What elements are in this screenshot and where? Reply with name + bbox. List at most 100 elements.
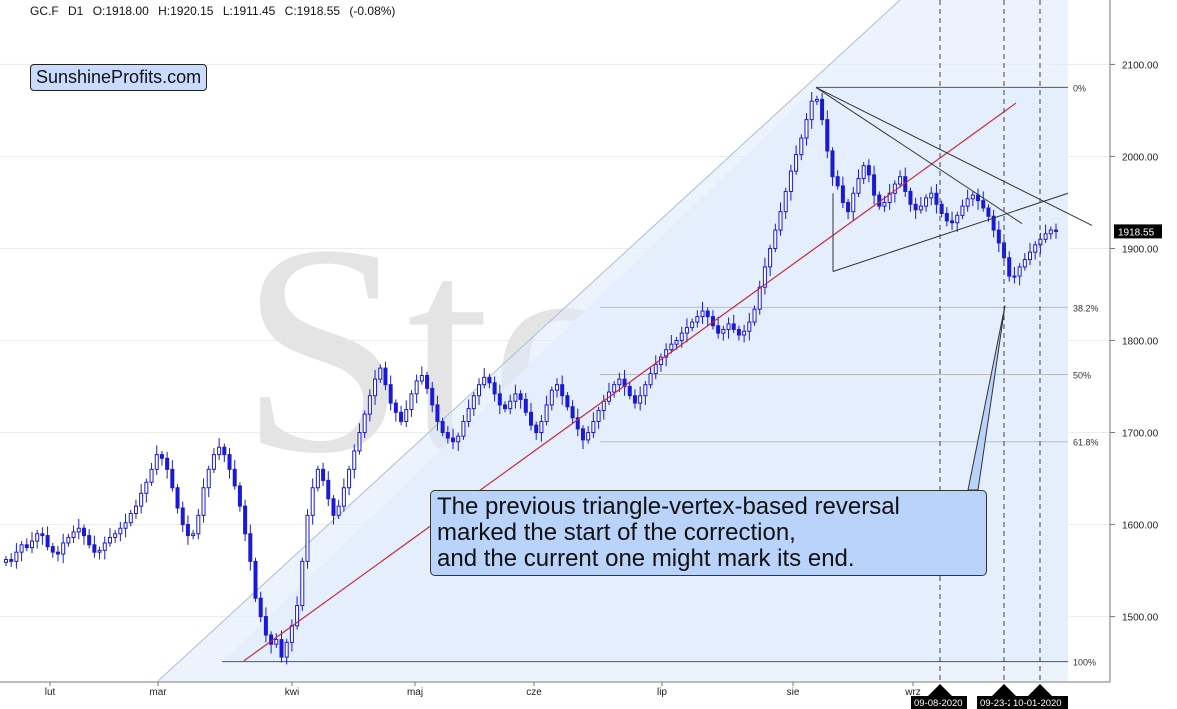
candle-body: [165, 457, 170, 470]
annotation-box: The previous triangle-vertex-based rever…: [430, 490, 987, 576]
candle-body: [591, 420, 596, 434]
candle-body: [357, 432, 362, 452]
fib-label: 100%: [1073, 658, 1096, 668]
candle-body: [66, 536, 71, 544]
candle-body: [123, 522, 128, 529]
candle-body: [19, 544, 24, 553]
candle-body: [503, 404, 508, 410]
candle-body: [950, 220, 955, 224]
candle-body: [887, 192, 892, 203]
candle-body: [196, 514, 201, 535]
date-marker-label: 09-23-2: [980, 698, 1013, 709]
candle-body: [778, 211, 783, 231]
candle-body: [1048, 229, 1053, 235]
candle-body: [4, 559, 8, 563]
candle-body: [866, 165, 871, 176]
candle-body: [92, 544, 97, 553]
candle-body: [981, 200, 986, 209]
candle-body: [497, 393, 502, 406]
candle-body: [846, 201, 851, 213]
candle-body: [762, 266, 767, 288]
candle-body: [191, 533, 196, 537]
candle-body: [487, 376, 492, 384]
candle-body: [586, 432, 591, 441]
candle-body: [284, 641, 289, 658]
candle-body: [898, 176, 903, 185]
date-marker-label: 10-01-2020: [1013, 698, 1062, 709]
candle-body: [154, 454, 159, 470]
x-tick-label: lut: [45, 687, 56, 698]
date-marker-box: [977, 696, 1010, 709]
candle-body: [133, 505, 138, 515]
candle-body: [939, 203, 944, 215]
candle-body: [227, 454, 232, 470]
candle-body: [783, 190, 788, 213]
candle-body: [9, 559, 14, 562]
candle-body: [544, 404, 549, 422]
high-value: H:1920.15: [158, 4, 214, 18]
candle-body: [1028, 251, 1033, 261]
candle-body: [700, 310, 705, 318]
candle-body: [627, 386, 632, 397]
candle-body: [580, 428, 585, 441]
candle-body: [856, 178, 861, 194]
candle-body: [87, 535, 92, 546]
candle-body: [258, 597, 263, 618]
candle-body: [222, 446, 227, 456]
candle-body: [892, 183, 897, 194]
candle-body: [321, 468, 326, 481]
candle-body: [341, 487, 346, 507]
candle-body: [393, 402, 398, 413]
candle-body: [414, 380, 419, 395]
fib-label: 50%: [1073, 371, 1091, 381]
candle-body: [721, 328, 726, 334]
candle-body: [1033, 244, 1038, 253]
candle-body: [170, 468, 175, 489]
candle-body: [217, 446, 222, 456]
candle-body: [61, 542, 66, 555]
change-value: (-0.08%): [349, 4, 396, 18]
candle-body: [664, 349, 669, 358]
candle-body: [326, 479, 331, 500]
candle-body: [632, 395, 637, 404]
candle-body: [825, 119, 830, 152]
x-tick-label: cze: [526, 687, 542, 698]
candle-body: [305, 514, 310, 562]
candle-body: [549, 389, 554, 406]
candle-body: [139, 492, 144, 507]
date-marker-label: 09-08-2020: [914, 698, 963, 709]
candle-body: [679, 332, 684, 342]
candle-body: [513, 393, 518, 402]
candle-body: [243, 505, 248, 535]
candle-body: [742, 330, 747, 336]
open-value: O:1918.00: [92, 4, 149, 18]
candle-body: [300, 560, 305, 607]
candle-body: [159, 454, 164, 459]
candle-body: [1007, 257, 1012, 277]
candle-body: [752, 308, 757, 323]
candle-body: [565, 395, 570, 408]
candle-body: [539, 420, 544, 434]
candle-body: [684, 327, 689, 334]
date-marker-arrow: [1028, 684, 1052, 696]
x-tick-label: kwi: [285, 687, 299, 698]
y-tick-label: 2100.00: [1122, 60, 1159, 71]
candle-body: [445, 432, 450, 439]
candle-body: [534, 424, 539, 434]
date-marker-arrow: [928, 684, 952, 696]
close-value: C:1918.55: [284, 4, 341, 18]
candle-body: [263, 616, 268, 636]
candle-body: [352, 450, 357, 470]
y-tick-label: 1700.00: [1122, 429, 1159, 440]
candle-body: [757, 286, 762, 310]
candle-body: [383, 367, 388, 386]
candle-body: [310, 487, 315, 516]
candle-body: [373, 378, 378, 397]
candle-body: [986, 207, 991, 217]
last-price-label: 1918.55: [1118, 227, 1155, 238]
candle-body: [960, 205, 965, 216]
candle-body: [274, 639, 279, 645]
candle-body: [409, 393, 414, 411]
candle-body: [648, 373, 653, 386]
